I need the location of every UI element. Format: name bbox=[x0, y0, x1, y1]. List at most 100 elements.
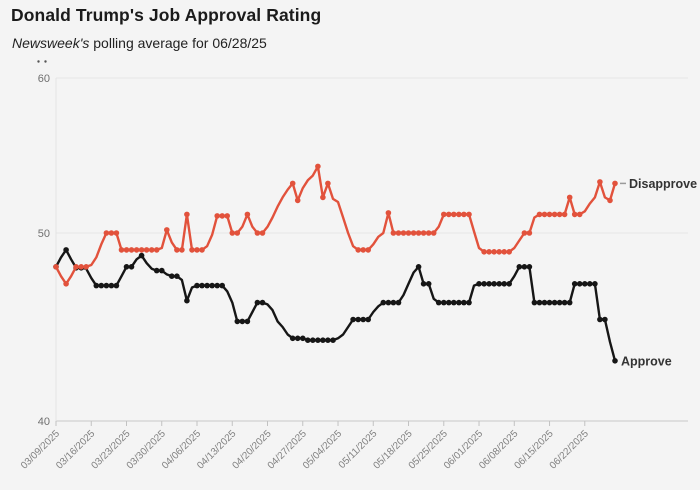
data-point-dot bbox=[390, 299, 397, 306]
data-point-dot bbox=[184, 297, 190, 304]
data-point-dot bbox=[209, 282, 215, 289]
data-point-dot bbox=[294, 335, 301, 342]
data-point-dot bbox=[466, 299, 472, 306]
subtitle-text: polling average for 06/28/25 bbox=[89, 35, 267, 51]
data-point-dot bbox=[405, 230, 412, 236]
data-point-dot bbox=[224, 213, 230, 219]
data-point-dot bbox=[415, 264, 422, 270]
data-point-dot bbox=[310, 337, 316, 344]
data-point-dot bbox=[521, 230, 528, 236]
data-point-dot bbox=[425, 230, 432, 236]
data-point-dot bbox=[254, 230, 261, 236]
data-point-dot bbox=[385, 210, 392, 216]
data-point-dot bbox=[53, 264, 59, 270]
data-point-dot bbox=[355, 316, 362, 323]
data-point-dot bbox=[234, 318, 241, 325]
data-point-dot bbox=[123, 247, 130, 253]
data-point-dot bbox=[597, 179, 603, 185]
data-point-dot bbox=[73, 264, 79, 270]
data-point-dot bbox=[486, 281, 492, 287]
data-point-dot bbox=[531, 299, 538, 306]
data-point-dot bbox=[138, 247, 145, 253]
data-point-dot bbox=[133, 247, 140, 253]
data-point-dot bbox=[395, 299, 402, 306]
y-tick-label-50: 50 bbox=[38, 228, 50, 240]
data-point-dot bbox=[103, 230, 110, 236]
data-point-dot bbox=[536, 299, 543, 306]
data-point-dot bbox=[118, 247, 125, 253]
data-point-dot bbox=[128, 264, 135, 270]
data-point-dot bbox=[214, 282, 220, 289]
data-point-dot bbox=[113, 230, 120, 236]
data-point-dot bbox=[315, 163, 321, 170]
data-point-dot bbox=[294, 197, 301, 204]
data-point-dot bbox=[244, 318, 251, 325]
data-point-dot bbox=[63, 281, 69, 287]
data-point-dot bbox=[546, 299, 553, 306]
data-point-dot bbox=[148, 247, 155, 253]
series-lines bbox=[53, 163, 618, 364]
data-point-dot bbox=[607, 197, 613, 204]
approve-end-label: Approve bbox=[621, 354, 672, 368]
data-point-dot bbox=[587, 281, 593, 287]
series-end-labels: Approve Disapprove bbox=[620, 177, 697, 368]
data-point-dot bbox=[300, 335, 306, 342]
data-point-dot bbox=[83, 264, 89, 270]
data-point-dot bbox=[214, 213, 220, 219]
data-point-dot bbox=[526, 264, 533, 270]
data-point-dot bbox=[536, 211, 543, 218]
data-point-dot bbox=[244, 211, 251, 218]
data-point-dot bbox=[174, 247, 180, 253]
data-point-dot bbox=[360, 247, 367, 253]
data-point-dot bbox=[153, 247, 160, 253]
data-point-dot bbox=[556, 299, 563, 306]
data-point-dot bbox=[330, 337, 336, 344]
data-point-dot bbox=[461, 211, 467, 218]
data-point-dot bbox=[576, 281, 583, 287]
data-point-dot bbox=[315, 337, 321, 344]
data-point-dot bbox=[476, 281, 482, 287]
data-point-dot bbox=[159, 267, 165, 274]
data-point-dot bbox=[234, 230, 241, 236]
data-point-dot bbox=[179, 247, 185, 253]
data-point-dot bbox=[430, 230, 437, 236]
data-point-dot bbox=[385, 299, 392, 306]
data-point-dot bbox=[561, 211, 568, 218]
series-disapprove bbox=[53, 163, 618, 287]
data-point-dot bbox=[546, 211, 553, 218]
source-name: Newsweek's bbox=[12, 35, 90, 51]
data-point-dot bbox=[123, 264, 130, 270]
data-point-dot bbox=[390, 230, 397, 236]
data-point-dot bbox=[446, 211, 452, 218]
data-point-dot bbox=[441, 299, 447, 306]
data-point-dot bbox=[174, 273, 180, 280]
data-point-dot bbox=[566, 194, 573, 201]
data-point-dot bbox=[108, 230, 115, 236]
data-point-dot bbox=[415, 230, 422, 236]
data-point-dot bbox=[561, 299, 568, 306]
y-tick-label-40: 40 bbox=[38, 416, 50, 428]
data-point-dot bbox=[325, 180, 331, 187]
data-point-dot bbox=[541, 211, 548, 218]
data-point-dot bbox=[320, 194, 326, 201]
data-point-dot bbox=[254, 299, 261, 306]
data-point-dot bbox=[571, 281, 578, 287]
data-point-dot bbox=[491, 281, 497, 287]
data-point-dot bbox=[184, 211, 190, 218]
data-point-dot bbox=[189, 247, 195, 253]
data-point-dot bbox=[380, 299, 387, 306]
data-point-dot bbox=[410, 230, 417, 236]
data-point-dot bbox=[501, 281, 508, 287]
data-point-dot bbox=[259, 230, 266, 236]
data-point-dot bbox=[461, 299, 467, 306]
data-point-dot bbox=[592, 281, 598, 287]
y-axis-labels: 40 50 60 bbox=[38, 73, 50, 428]
stray-dots bbox=[37, 60, 47, 63]
data-point-dot bbox=[93, 282, 100, 289]
data-point-dot bbox=[466, 211, 472, 218]
data-point-dot bbox=[194, 247, 200, 253]
x-axis: 03/09/202503/16/202503/23/202503/30/2025… bbox=[19, 421, 591, 472]
data-point-dot bbox=[456, 211, 462, 218]
